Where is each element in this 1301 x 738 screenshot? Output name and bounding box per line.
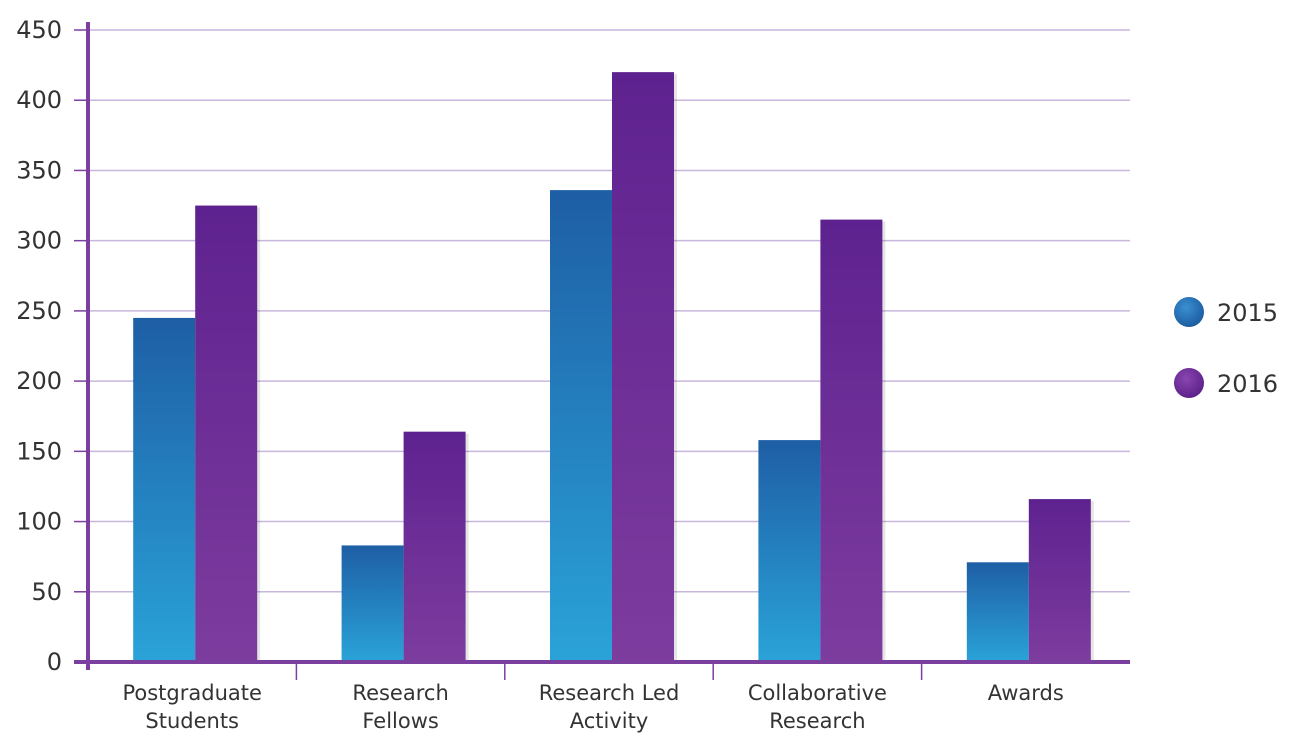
legend-dot-2015 bbox=[1174, 297, 1204, 327]
bar-2016-2 bbox=[612, 72, 674, 663]
y-tick-label-450: 450 bbox=[16, 16, 62, 44]
y-tick-label-400: 400 bbox=[16, 86, 62, 114]
bar-2016-1 bbox=[403, 431, 466, 662]
y-tick-label-0: 0 bbox=[47, 648, 62, 676]
bars bbox=[133, 72, 1094, 665]
y-tick-label-300: 300 bbox=[16, 227, 62, 255]
y-tick-label-250: 250 bbox=[16, 297, 62, 325]
y-tick-label-50: 50 bbox=[31, 578, 62, 606]
bar-2015-1 bbox=[341, 545, 404, 662]
bar-2016-4 bbox=[1028, 499, 1091, 662]
legend-label-2016: 2016 bbox=[1217, 370, 1278, 398]
x-tick-label-0: Postgraduate Students bbox=[122, 681, 261, 733]
bar-2015-4 bbox=[966, 562, 1029, 662]
legend-dot-2016 bbox=[1174, 368, 1204, 398]
bar-2015-2 bbox=[550, 190, 612, 662]
x-tick-label-2: Research Led Activity bbox=[539, 681, 680, 733]
bar-2015-3 bbox=[758, 440, 821, 662]
y-tick-label-150: 150 bbox=[16, 437, 62, 465]
x-tick-label-4: Awards bbox=[988, 681, 1064, 705]
bar-2015-0 bbox=[133, 317, 196, 662]
bar-2016-3 bbox=[820, 219, 883, 662]
legend: 2015 2016 bbox=[1174, 297, 1278, 398]
legend-label-2015: 2015 bbox=[1217, 299, 1278, 327]
labels: 0 50 100 150 200 250 300 350 400 450 Postgraduate S… bbox=[16, 16, 1064, 733]
x-tick-label-1: Research Fellows bbox=[352, 681, 448, 733]
bar-2016-0 bbox=[195, 205, 258, 663]
axes bbox=[74, 22, 1130, 680]
y-tick-label-200: 200 bbox=[16, 367, 62, 395]
x-tick-label-3: Collaborative Research bbox=[748, 681, 887, 733]
y-tick-label-100: 100 bbox=[16, 508, 62, 536]
y-tick-label-350: 350 bbox=[16, 156, 62, 184]
